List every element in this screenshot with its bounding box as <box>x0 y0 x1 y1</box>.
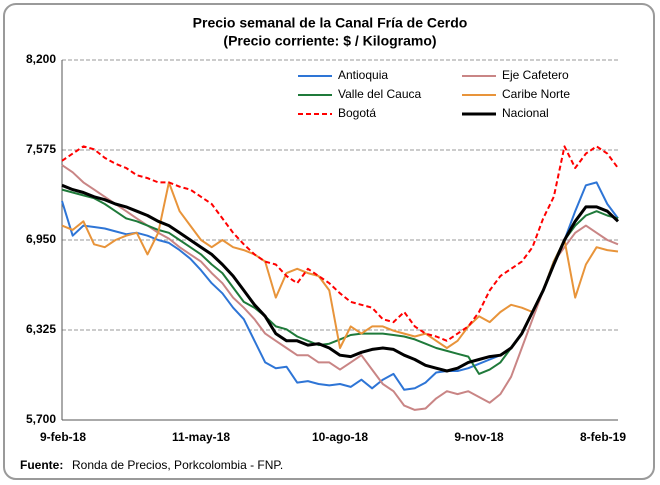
legend-label: Caribe Norte <box>502 87 570 101</box>
y-tick-label: 6,325 <box>26 322 56 336</box>
legend-label: Eje Cafetero <box>502 68 569 82</box>
frame <box>3 3 655 480</box>
chart-subtitle: (Precio corriente: $ / Kilogramo) <box>223 33 436 49</box>
x-tick-label: 8-feb-19 <box>580 430 626 444</box>
y-tick-label: 7,575 <box>26 142 56 156</box>
x-tick-label: 9-feb-18 <box>40 430 86 444</box>
y-tick-label: 8,200 <box>26 52 56 66</box>
legend-label: Antioquia <box>338 68 388 82</box>
legend-label: Valle del Cauca <box>338 87 421 101</box>
y-tick-label: 5,700 <box>26 412 56 426</box>
series-line <box>61 181 619 349</box>
source-text: Ronda de Precios, Porkcolombia - FNP. <box>72 458 283 472</box>
series-line <box>61 164 619 411</box>
series-line <box>61 183 620 373</box>
series-line <box>61 145 619 342</box>
source-label: Fuente: <box>20 458 63 472</box>
x-tick-label: 9-nov-18 <box>454 430 504 444</box>
legend-label: Bogotá <box>338 106 376 120</box>
chart-title: Precio semanal de la Canal Fría de Cerdo <box>193 15 468 31</box>
x-tick-label: 11-may-18 <box>172 430 230 444</box>
legend-label: Nacional <box>502 106 549 120</box>
x-tick-label: 10-ago-18 <box>312 430 368 444</box>
y-tick-label: 6,950 <box>26 232 56 246</box>
